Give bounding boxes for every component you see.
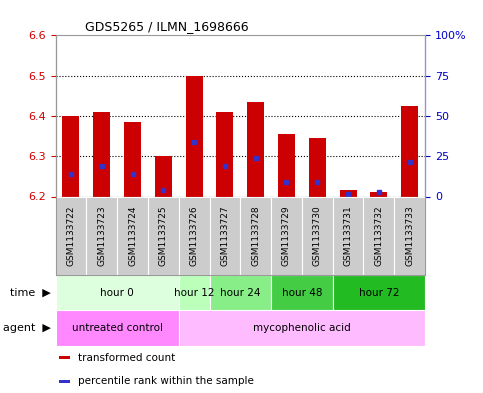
Text: agent  ▶: agent ▶ bbox=[3, 323, 51, 333]
Text: GSM1133722: GSM1133722 bbox=[67, 206, 75, 266]
Bar bbox=[117, 196, 148, 275]
Text: GSM1133725: GSM1133725 bbox=[159, 206, 168, 266]
Bar bbox=[370, 193, 387, 196]
Bar bbox=[59, 380, 71, 383]
Bar bbox=[148, 196, 179, 275]
Text: GSM1133732: GSM1133732 bbox=[374, 206, 384, 266]
Text: GSM1133731: GSM1133731 bbox=[343, 206, 353, 266]
Bar bbox=[340, 191, 356, 196]
Text: GSM1133729: GSM1133729 bbox=[282, 206, 291, 266]
Text: percentile rank within the sample: percentile rank within the sample bbox=[78, 376, 254, 386]
Bar bbox=[302, 196, 333, 275]
Text: GSM1133728: GSM1133728 bbox=[251, 206, 260, 266]
Bar bbox=[271, 196, 302, 275]
Text: GSM1133726: GSM1133726 bbox=[190, 206, 199, 266]
Bar bbox=[59, 356, 71, 359]
Text: GSM1133723: GSM1133723 bbox=[97, 206, 106, 266]
Bar bbox=[278, 134, 295, 196]
Bar bbox=[401, 106, 418, 196]
Bar bbox=[62, 116, 79, 196]
Text: GDS5265 / ILMN_1698666: GDS5265 / ILMN_1698666 bbox=[85, 20, 249, 33]
Text: time  ▶: time ▶ bbox=[10, 288, 51, 298]
Bar bbox=[333, 196, 364, 275]
Bar bbox=[210, 196, 240, 275]
Text: hour 24: hour 24 bbox=[220, 288, 260, 298]
Text: GSM1133727: GSM1133727 bbox=[220, 206, 229, 266]
Bar bbox=[56, 275, 179, 310]
Bar bbox=[93, 112, 110, 196]
Text: mycophenolic acid: mycophenolic acid bbox=[253, 323, 351, 333]
Bar bbox=[185, 75, 202, 196]
Bar bbox=[247, 102, 264, 196]
Text: GSM1133724: GSM1133724 bbox=[128, 206, 137, 266]
Bar bbox=[216, 112, 233, 196]
Text: hour 48: hour 48 bbox=[282, 288, 322, 298]
Bar bbox=[271, 275, 333, 310]
Bar bbox=[179, 275, 210, 310]
Bar bbox=[394, 196, 425, 275]
Bar bbox=[333, 275, 425, 310]
Bar bbox=[179, 310, 425, 346]
Bar bbox=[56, 310, 179, 346]
Bar bbox=[240, 196, 271, 275]
Text: GSM1133730: GSM1133730 bbox=[313, 206, 322, 266]
Text: hour 12: hour 12 bbox=[174, 288, 214, 298]
Bar bbox=[155, 156, 172, 196]
Bar bbox=[56, 196, 86, 275]
Text: transformed count: transformed count bbox=[78, 353, 175, 363]
Bar bbox=[364, 196, 394, 275]
Text: untreated control: untreated control bbox=[71, 323, 163, 333]
Bar bbox=[210, 275, 271, 310]
Bar bbox=[179, 196, 210, 275]
Bar bbox=[124, 122, 141, 196]
Text: hour 0: hour 0 bbox=[100, 288, 134, 298]
Text: GSM1133733: GSM1133733 bbox=[405, 206, 414, 266]
Text: hour 72: hour 72 bbox=[358, 288, 399, 298]
Bar bbox=[309, 138, 326, 196]
Bar bbox=[86, 196, 117, 275]
